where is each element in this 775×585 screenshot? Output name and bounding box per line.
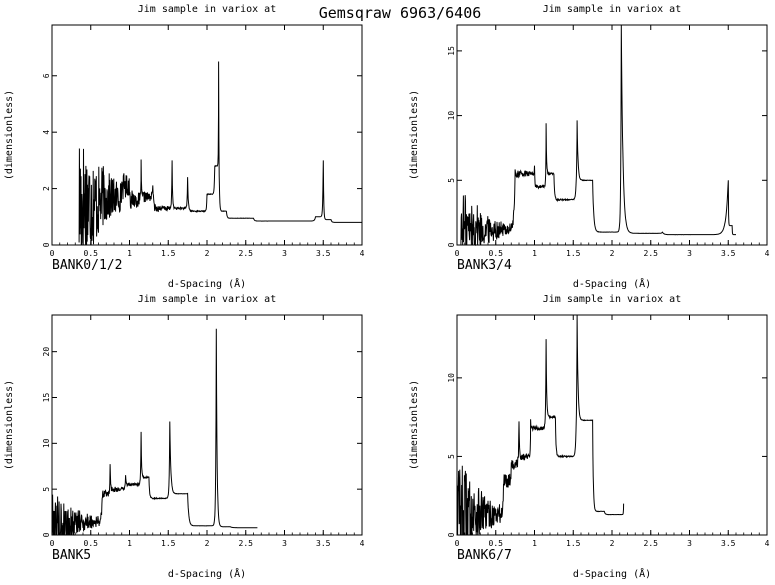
x-tick-label: 0	[50, 249, 55, 258]
bank-label: BANK3/4	[457, 258, 512, 273]
x-tick-label: 1.5	[161, 539, 176, 548]
main-title: Gemsqraw 6963/6406	[319, 4, 482, 22]
x-tick-label: 1	[127, 539, 132, 548]
chart-panel-2: Jim sample in variox at 0 0.5 1 1.5 2 2.5 3 3.5 4…	[409, 4, 770, 290]
x-tick-label: 2.5	[239, 539, 254, 548]
panel-title: Jim sample in variox at	[138, 4, 276, 15]
x-axis-label: d-Spacing (Å)	[573, 277, 651, 290]
y-tick-label: 15	[42, 393, 51, 403]
x-tick-label: 1.5	[566, 539, 581, 548]
y-tick-label: 0	[447, 242, 456, 247]
x-tick-label: 2	[610, 249, 615, 258]
y-axis-label: (dimensionless)	[4, 90, 15, 180]
x-tick-label: 3.5	[721, 539, 736, 548]
y-tick-label: 0	[42, 532, 51, 537]
y-tick-label: 0	[447, 532, 456, 537]
x-axis-label: d-Spacing (Å)	[573, 567, 651, 580]
data-trace	[460, 24, 736, 247]
x-tick-label: 2.5	[644, 249, 659, 258]
chart-panel-1: Jim sample in variox at 0 0.5 1 1.5 2 2.5 3 3.5 4…	[4, 4, 365, 290]
plot-frame	[456, 24, 768, 246]
y-tick-label: 5	[42, 487, 51, 492]
bank-label: BANK0/1/2	[52, 258, 122, 273]
x-tick-label: 4	[765, 249, 770, 258]
x-tick-label: 1	[127, 249, 132, 258]
y-tick-label: 5	[447, 178, 456, 183]
x-tick-label: 0	[50, 539, 55, 548]
x-tick-label: 0.5	[84, 539, 99, 548]
x-tick-label: 4	[360, 539, 365, 548]
y-tick-label: 6	[42, 73, 51, 78]
plot-frame	[456, 314, 768, 536]
x-axis-label: d-Spacing (Å)	[168, 567, 246, 580]
x-tick-label: 3	[282, 539, 287, 548]
panel-title: Jim sample in variox at	[543, 294, 681, 305]
x-tick-label: 3	[687, 249, 692, 258]
y-tick-label: 20	[42, 347, 51, 357]
y-tick-label: 5	[447, 454, 456, 459]
chart-panel-3: Jim sample in variox at 0 0.5 1 1.5 2 2.5 3 3.5 4…	[4, 294, 365, 580]
x-tick-label: 0.5	[84, 249, 99, 258]
y-tick-label: 10	[447, 373, 456, 383]
x-tick-label: 1	[532, 539, 537, 548]
panel-title: Jim sample in variox at	[543, 4, 681, 15]
x-tick-label: 0.5	[489, 249, 504, 258]
panel-title: Jim sample in variox at	[138, 294, 276, 305]
x-tick-label: 2.5	[644, 539, 659, 548]
plot-frame	[51, 314, 363, 536]
y-axis-label: (dimensionless)	[409, 90, 420, 180]
x-axis-label: d-Spacing (Å)	[168, 277, 246, 290]
x-tick-label: 2	[610, 539, 615, 548]
x-tick-label: 2	[205, 539, 210, 548]
x-tick-label: 3	[687, 539, 692, 548]
y-tick-label: 4	[42, 130, 51, 135]
chart-panel-4: Jim sample in variox at 0 0.5 1 1.5 2 2.5 3 3.5 4…	[409, 294, 770, 580]
x-tick-label: 2.5	[239, 249, 254, 258]
x-tick-label: 1	[532, 249, 537, 258]
x-tick-label: 0	[455, 539, 460, 548]
x-tick-label: 3.5	[316, 249, 331, 258]
y-tick-label: 2	[42, 186, 51, 191]
bank-label: BANK6/7	[457, 548, 512, 563]
data-trace	[457, 314, 625, 536]
x-tick-label: 4	[765, 539, 770, 548]
x-tick-label: 2	[205, 249, 210, 258]
y-tick-label: 10	[447, 111, 456, 121]
y-tick-label: 10	[42, 438, 51, 448]
y-tick-label: 0	[42, 242, 51, 247]
y-axis-label: (dimensionless)	[4, 380, 15, 470]
x-tick-label: 3	[282, 249, 287, 258]
x-tick-label: 0.5	[489, 539, 504, 548]
data-trace	[51, 328, 258, 536]
x-tick-label: 4	[360, 249, 365, 258]
x-tick-label: 3.5	[721, 249, 736, 258]
x-tick-label: 3.5	[316, 539, 331, 548]
x-tick-label: 1.5	[566, 249, 581, 258]
y-tick-label: 15	[447, 46, 456, 56]
x-tick-label: 0	[455, 249, 460, 258]
x-tick-label: 1.5	[161, 249, 176, 258]
y-axis-label: (dimensionless)	[409, 380, 420, 470]
bank-label: BANK5	[52, 548, 91, 563]
data-trace	[78, 61, 362, 246]
